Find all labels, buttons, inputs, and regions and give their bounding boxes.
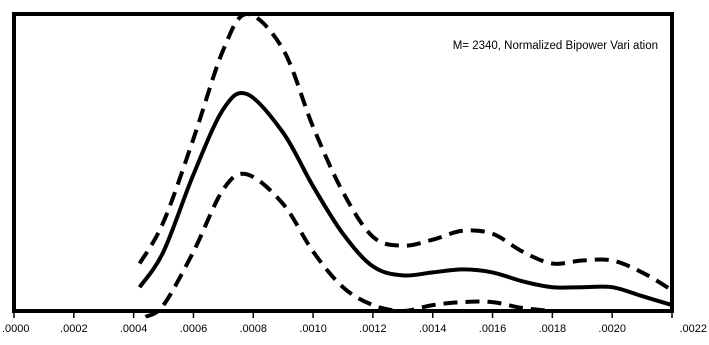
x-tick-label: .0016 <box>479 323 507 335</box>
x-tick-label: .0020 <box>598 323 626 335</box>
x-tick-label: .0006 <box>180 323 208 335</box>
x-tick-label: .0022 <box>679 323 707 335</box>
x-tick-label: .0018 <box>539 323 567 335</box>
x-tick-label: .0008 <box>240 323 268 335</box>
dashed-band-line-0 <box>137 12 674 292</box>
curves-group <box>137 12 674 319</box>
dashed-band-line-2 <box>144 171 553 319</box>
density-line-1 <box>137 90 673 308</box>
x-tick-label: .0010 <box>299 323 327 335</box>
x-tick-label: .0004 <box>120 323 148 335</box>
x-ticks-group <box>13 311 673 318</box>
x-tick-label: .0014 <box>419 323 447 335</box>
x-tick-label: .0000 <box>2 323 30 335</box>
chart-annotation: M= 2340, Normalized Bipower Vari ation <box>453 40 658 52</box>
x-tick-label: .0002 <box>60 323 88 335</box>
x-tick-label: .0012 <box>359 323 387 335</box>
x-tick-labels-group: .0000 .0002 .0004 .0006 .0008 .0010 .0012 .0014… <box>2 323 707 335</box>
plot-frame <box>12 12 674 313</box>
